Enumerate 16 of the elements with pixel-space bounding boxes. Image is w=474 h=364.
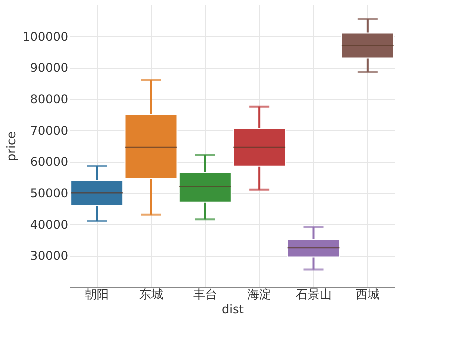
- y-tick-label: 90000: [30, 61, 68, 76]
- y-tick-label: 70000: [30, 124, 68, 138]
- x-tick-label: 丰台: [193, 288, 218, 302]
- y-tick-label: 100000: [22, 30, 68, 44]
- x-tick-label: 西城: [356, 288, 380, 302]
- x-tick-label: 朝阳: [85, 288, 110, 302]
- x-axis-title: dist: [222, 302, 244, 316]
- x-tick-label: 东城: [139, 288, 164, 302]
- y-axis-title: price: [4, 132, 19, 162]
- x-tick-label: 石景山: [296, 288, 332, 302]
- x-tick-label: 海淀: [248, 288, 272, 302]
- y-tick-label: 80000: [30, 92, 68, 106]
- y-tick-label: 50000: [30, 186, 68, 200]
- y-tick-label: 60000: [30, 155, 68, 170]
- y-tick-label: 30000: [30, 249, 68, 264]
- y-tick-label: 40000: [30, 218, 68, 232]
